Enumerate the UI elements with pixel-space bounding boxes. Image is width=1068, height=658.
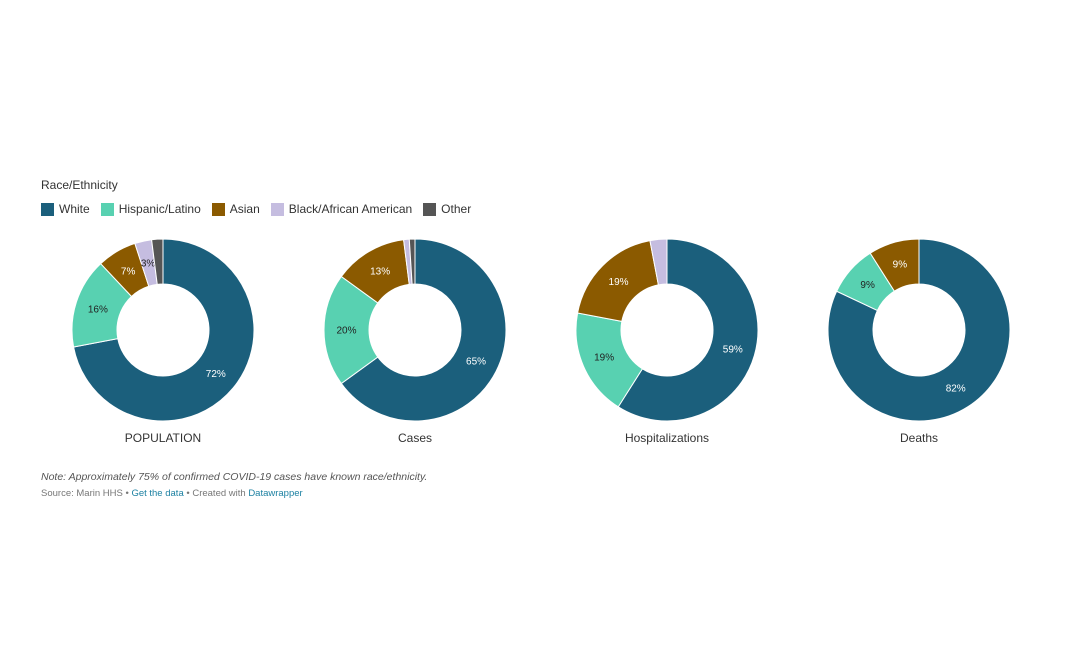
legend-item-white[interactable]: White bbox=[41, 202, 90, 216]
slice-hospitalizations-white[interactable] bbox=[617, 238, 759, 422]
slice-label-cases-asian: 13% bbox=[370, 267, 390, 278]
datawrapper-link[interactable]: Datawrapper bbox=[248, 488, 303, 499]
donut-hospitalizations: 59% 19% 19% Hospitalizations bbox=[575, 238, 759, 445]
chart-note: Note: Approximately 75% of confirmed COV… bbox=[41, 471, 428, 483]
slice-hospitalizations-black-african-american[interactable] bbox=[649, 238, 668, 286]
chart-title-hospitalizations: Hospitalizations bbox=[625, 431, 709, 445]
legend-label-other: Other bbox=[441, 202, 472, 216]
slice-label-deaths-hispanic-latino: 9% bbox=[860, 280, 875, 291]
chart-title-cases: Cases bbox=[398, 431, 432, 445]
legend-title: Race/Ethnicity bbox=[41, 178, 118, 192]
slice-label-deaths-asian: 9% bbox=[893, 260, 908, 271]
legend-swatch-white bbox=[41, 202, 54, 216]
source-line: Source: Marin HHS • Get the data • Creat… bbox=[41, 488, 303, 499]
legend-label-hispanic-latino: Hispanic/Latino bbox=[118, 202, 201, 216]
donut-population: 72% 16% 7% 3% POPULATION bbox=[71, 238, 255, 445]
legend-item-other[interactable]: Other bbox=[423, 202, 471, 216]
slice-label-cases-hispanic-latino: 20% bbox=[336, 326, 356, 337]
legend-item-black-african-american[interactable]: Black/African American bbox=[270, 202, 413, 216]
legend-item-asian[interactable]: Asian bbox=[211, 202, 260, 216]
legend-swatch-asian bbox=[211, 202, 225, 216]
legend-label-black-african-american: Black/African American bbox=[288, 202, 413, 216]
legend-item-hispanic-latino[interactable]: Hispanic/Latino bbox=[100, 202, 201, 216]
slice-label-deaths-white: 82% bbox=[946, 383, 966, 394]
get-the-data-link[interactable]: Get the data bbox=[131, 488, 184, 499]
chart-title-population: POPULATION bbox=[125, 431, 201, 445]
slice-cases-other[interactable] bbox=[408, 238, 416, 285]
chart-title-deaths: Deaths bbox=[900, 431, 938, 445]
slice-cases-white[interactable] bbox=[340, 238, 507, 422]
slice-population-other[interactable] bbox=[151, 238, 164, 285]
slice-label-population-hispanic-latino: 16% bbox=[88, 304, 108, 315]
legend-label-white: White bbox=[59, 202, 90, 216]
slice-label-hospitalizations-white: 59% bbox=[723, 345, 743, 356]
slice-label-population-black-african-american: 3% bbox=[141, 259, 156, 270]
donut-cases: 65% 20% 13% Cases bbox=[323, 238, 507, 445]
slice-label-population-white: 72% bbox=[206, 369, 226, 380]
slice-label-cases-white: 65% bbox=[466, 357, 486, 368]
slice-population-white[interactable] bbox=[73, 238, 255, 422]
donut-deaths: 82% 9% 9% Deaths bbox=[827, 238, 1011, 445]
slice-label-hospitalizations-asian: 19% bbox=[609, 277, 629, 288]
slice-label-population-asian: 7% bbox=[121, 267, 136, 278]
slice-deaths-asian[interactable] bbox=[869, 238, 920, 292]
legend-swatch-other bbox=[423, 202, 437, 216]
legend: White Hispanic/Latino Asian Black/Africa… bbox=[41, 202, 482, 216]
slice-deaths-white[interactable] bbox=[827, 238, 1011, 422]
legend-swatch-black-african-american bbox=[270, 202, 284, 216]
legend-label-asian: Asian bbox=[229, 202, 260, 216]
legend-swatch-hispanic-latino bbox=[100, 202, 114, 216]
source-middle-text: • Created with bbox=[183, 488, 249, 499]
source-text: Source: Marin HHS • bbox=[41, 488, 132, 499]
slice-label-hospitalizations-hispanic-latino: 19% bbox=[594, 353, 614, 364]
